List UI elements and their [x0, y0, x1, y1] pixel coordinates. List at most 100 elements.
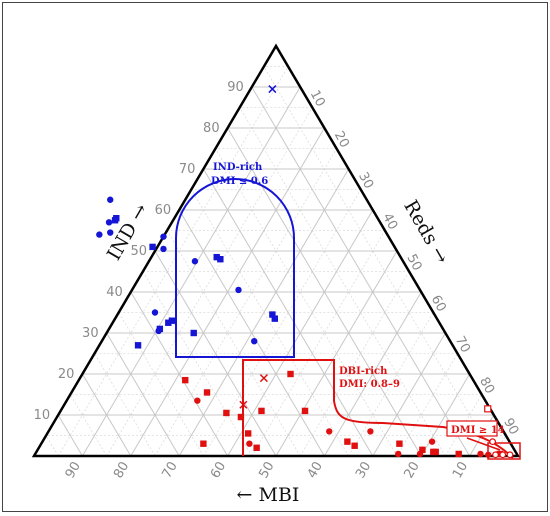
ind-point-square — [213, 253, 220, 261]
grid-line-reds — [323, 291, 422, 457]
grid-line-mbi — [202, 168, 374, 457]
bottom-tick-label: 50 — [256, 459, 277, 481]
right-tick-label: 90 — [500, 416, 521, 438]
right-tick-label: 70 — [452, 334, 473, 356]
dbi-point-square — [301, 407, 309, 415]
ternary-frame — [31, 43, 521, 458]
grid-line-mbi — [239, 107, 446, 457]
dbi-point-square — [344, 438, 351, 445]
data-points — [96, 85, 514, 459]
grid-line-reds — [203, 189, 362, 457]
grid-line-reds — [396, 353, 458, 457]
grid-line-mbi — [190, 189, 349, 457]
ind-rich-region — [175, 178, 295, 358]
grid-line-mbi — [263, 66, 495, 457]
left-tick-label: 10 — [34, 408, 51, 423]
bottom-tick-label: 30 — [353, 459, 374, 481]
dbi-point-circle — [194, 397, 201, 404]
dbi-point-circle — [246, 440, 253, 447]
right-tick-label: 20 — [331, 129, 352, 151]
right-tick-label: 40 — [379, 211, 400, 233]
ind-point-square — [156, 325, 164, 333]
dbi-point-square — [244, 430, 252, 437]
right-tick-label: 60 — [428, 293, 449, 315]
dbi-point-circle — [326, 428, 333, 435]
ind-point-circle — [235, 286, 242, 294]
ind-point-circle — [105, 219, 113, 226]
dbi-point-square — [432, 448, 439, 456]
bottom-tick-label: 40 — [305, 459, 326, 481]
left-tick-label: 50 — [130, 244, 147, 259]
grid-line-reds — [275, 250, 398, 457]
grid-line-mbi — [94, 353, 156, 457]
grid-line-reds — [57, 66, 289, 457]
ind-point-circle — [251, 338, 258, 345]
dmi-high-pointer — [466, 437, 501, 451]
ternary-plot: 1020304050607080901020304050607080901020… — [31, 43, 522, 506]
grid-line-mbi — [106, 332, 180, 457]
dbi-point-x — [239, 400, 248, 409]
dbi-point-square — [203, 389, 211, 396]
dbi-point-square — [223, 409, 230, 417]
ind-point-square — [271, 315, 278, 322]
left-tick-label: 80 — [203, 121, 220, 136]
dbi-point-circle — [395, 450, 402, 458]
dbi-point-square — [287, 370, 294, 378]
ind-point-circle — [96, 231, 103, 238]
ind-point-square — [111, 217, 119, 224]
grid-line-mbi — [45, 435, 59, 457]
dmi-high-label: DMI ≥ 14 — [451, 425, 505, 436]
bottom-tick-label: 10 — [450, 459, 471, 481]
ind-point-circle — [151, 309, 159, 316]
bottom-tick-label: 70 — [160, 459, 181, 481]
left-tick-label: 20 — [58, 367, 75, 382]
grid-line-mbi — [69, 394, 107, 457]
dbi-point-circle — [367, 428, 374, 435]
dbi-rich-dmi: DMI: 0.8–9 — [339, 379, 400, 390]
dbi-point-circle — [416, 450, 424, 458]
ind-point-square — [134, 342, 142, 349]
ind-point-circle — [160, 245, 167, 253]
dbi-point-x — [259, 374, 268, 383]
ind-point-square — [149, 243, 156, 251]
left-tick-label: 60 — [155, 203, 172, 218]
grid-line-mbi — [215, 148, 398, 457]
axis-tick-labels: 1020304050607080901020304050607080901020… — [34, 80, 522, 481]
grid-line-mbi — [130, 291, 229, 457]
dbi-point-square — [455, 450, 462, 458]
ind-point-circle — [191, 258, 199, 265]
major-grid — [57, 86, 495, 457]
left-tick-label: 90 — [227, 80, 244, 95]
dbi-point-open-circle — [489, 438, 496, 446]
grid-line-mbi — [57, 414, 83, 457]
dbi-point-circle — [477, 450, 484, 458]
ind-point-square — [190, 329, 197, 337]
ind-point-square — [165, 319, 172, 326]
dbi-point-square — [351, 442, 358, 449]
dbi-point-circle — [428, 438, 436, 445]
right-tick-label: 30 — [355, 170, 376, 192]
ind-rich-title: IND-rich — [213, 162, 263, 173]
ind-point-square — [269, 311, 276, 318]
bottom-axis-label: ← MBI — [237, 484, 300, 506]
grid-line-mbi — [81, 373, 132, 457]
bottom-tick-label: 80 — [111, 459, 132, 481]
grid-line-reds — [372, 332, 446, 457]
bottom-tick-label: 60 — [208, 459, 229, 481]
left-tick-label: 70 — [179, 162, 196, 177]
ind-point-circle — [160, 233, 167, 240]
grid-line-mbi — [142, 271, 253, 457]
right-tick-label: 50 — [403, 252, 424, 274]
grid-line-reds — [178, 168, 350, 457]
ind-point-circle — [107, 196, 114, 203]
grid-line-reds — [81, 86, 301, 457]
dbi-point-square — [396, 440, 403, 447]
right-tick-label: 10 — [307, 88, 328, 110]
ind-point-square — [217, 256, 224, 263]
left-tick-label: 30 — [82, 326, 99, 341]
bottom-tick-label: 90 — [63, 459, 84, 481]
dbi-point-square — [237, 413, 245, 421]
dbi-point-open-square — [484, 405, 492, 413]
dbi-point-square — [258, 407, 265, 415]
